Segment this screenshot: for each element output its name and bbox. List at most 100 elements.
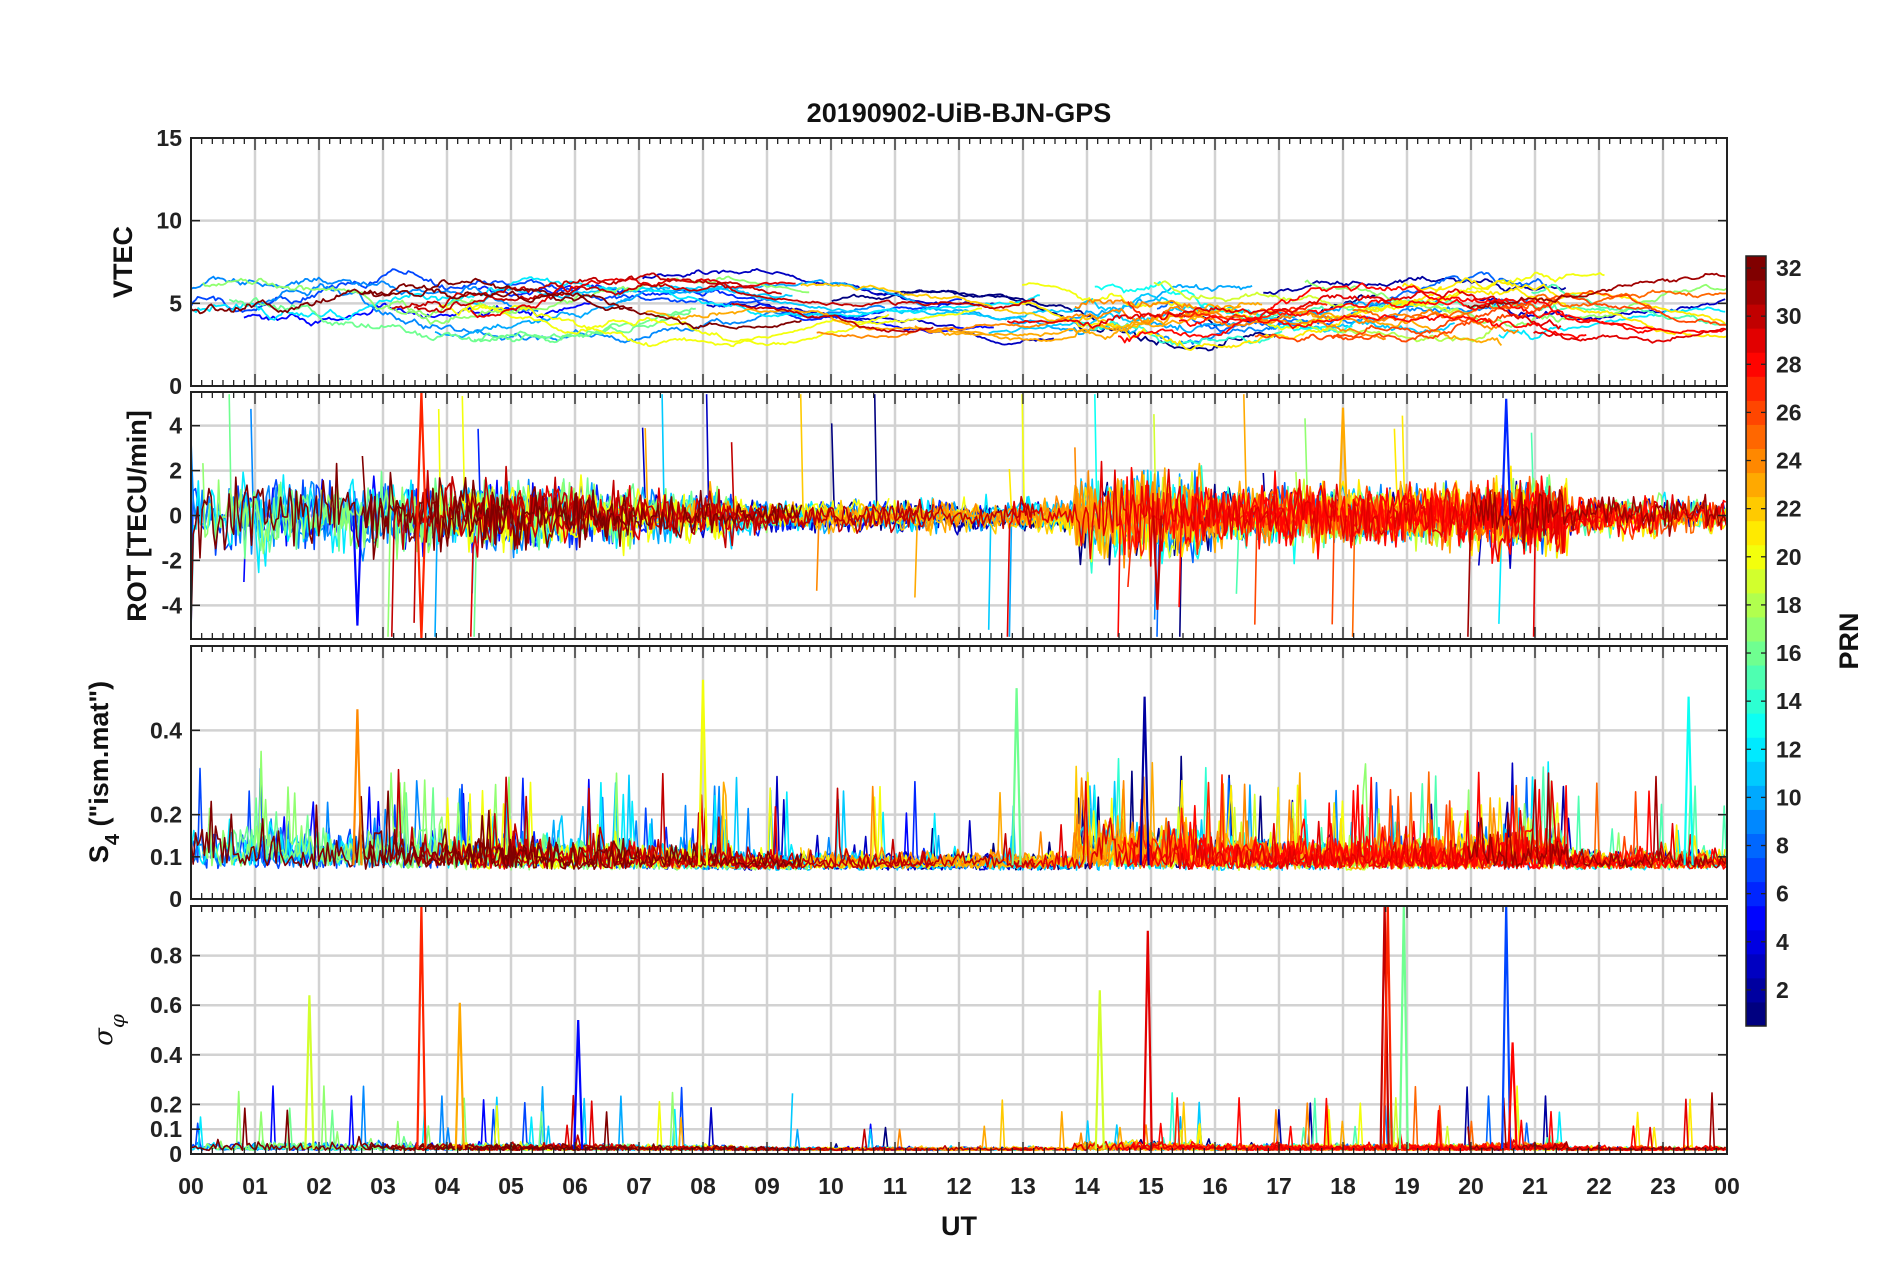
colorbar-tick-label: 10 <box>1776 784 1802 810</box>
series-line-prn-25 <box>1352 289 1727 322</box>
colorbar-label: PRN <box>1834 612 1864 669</box>
axis-vtec: 0 5 10 15 <box>156 125 1728 399</box>
series-line-prn-31 <box>1467 772 1727 869</box>
ylabel-sigphi-sub: φ <box>105 1014 129 1028</box>
x-tick-label: 06 <box>562 1173 588 1199</box>
ylabel-vtec: VTEC <box>108 226 138 298</box>
x-tick-label: 12 <box>946 1173 972 1199</box>
spike-s4-prn-13 <box>1683 696 1694 866</box>
series-line-prn-29 <box>1006 288 1562 330</box>
colorbar-tick-label: 2 <box>1776 977 1789 1003</box>
colorbar-tick-label: 20 <box>1776 544 1802 570</box>
y-tick-label-s4: 0.4 <box>150 717 182 743</box>
colorbar-cell <box>1746 881 1766 907</box>
series-line-prn-10 <box>434 298 630 339</box>
colorbar-tick-label: 4 <box>1776 929 1789 955</box>
colorbar-tick-label: 24 <box>1776 448 1802 474</box>
panel-rot: -4 -2 0 2 4 <box>162 391 1728 640</box>
x-tick-label: 09 <box>754 1173 780 1199</box>
series-line-prn-30 <box>391 272 782 310</box>
y-tick-label-rot: 4 <box>169 413 182 439</box>
spike-sigphi-prn-27 <box>416 906 427 1150</box>
colorbar-cell <box>1746 616 1766 642</box>
colorbar-cell <box>1746 689 1766 714</box>
y-tick-label-s4: 0.2 <box>150 802 182 828</box>
colorbar-tick-label: 6 <box>1776 881 1789 907</box>
colorbar-cell <box>1746 929 1766 955</box>
x-tick-label: 11 <box>883 1173 908 1199</box>
series-line-prn-29 <box>1533 327 1727 344</box>
series-line-prn-12 <box>1498 306 1726 341</box>
ylabel-s4: S4 ("ism.mat") <box>84 681 124 863</box>
y-tick-label-sigphi: 0.8 <box>150 943 182 969</box>
colorbar-tick-label: 14 <box>1776 688 1802 714</box>
colorbar-cell <box>1746 977 1766 1003</box>
series-line-prn-29 <box>1006 780 1562 870</box>
chart-title: 20190902-UiB-BJN-GPS <box>807 98 1112 128</box>
spike-sigphi-prn-5 <box>573 1020 584 1150</box>
grid-vtec <box>191 138 1727 386</box>
colorbar-cell <box>1746 809 1766 834</box>
x-tick-label: 22 <box>1586 1173 1612 1199</box>
spike-rot-prn-27 <box>416 515 427 639</box>
y-tick-label-rot: -2 <box>162 547 182 573</box>
axes-frame-vtec <box>190 137 1728 387</box>
colorbar-cell <box>1746 544 1766 570</box>
x-tick-label: 13 <box>1010 1173 1036 1199</box>
y-tick-label-sigphi: 0.2 <box>150 1091 182 1117</box>
series-line-prn-30 <box>730 838 934 870</box>
series-line-prn-32 <box>361 455 803 560</box>
y-tick-label-vtec: 5 <box>169 290 182 316</box>
series-lines-vtec <box>191 268 1727 352</box>
spike-s4-prn-20 <box>697 679 709 866</box>
series-line-prn-12 <box>446 276 1040 318</box>
colorbar-cell <box>1746 641 1766 666</box>
x-tick-label: 16 <box>1202 1173 1228 1199</box>
x-tick-label: 04 <box>434 1173 460 1199</box>
series-line-prn-32 <box>361 288 802 330</box>
series-line-prn-17 <box>387 275 810 325</box>
series-line-prn-2 <box>1263 275 1567 296</box>
spike-sigphi-prn-30 <box>1379 906 1390 1150</box>
colorbar-tick-label: 26 <box>1776 399 1802 425</box>
colorbar-cell <box>1746 256 1766 281</box>
colorbar-tick-label: 30 <box>1776 303 1802 329</box>
spike-s4-prn-16 <box>1011 688 1022 866</box>
panel-vtec: 0 5 10 15 <box>156 125 1728 399</box>
series-line-prn-26 <box>1331 788 1727 870</box>
spike-s4-prn-2 <box>1139 696 1150 866</box>
spike-sigphi-prn-29 <box>1142 930 1153 1150</box>
colorbar-cells <box>1746 256 1766 1027</box>
colorbar-tick-label: 8 <box>1776 833 1789 859</box>
series-line-prn-28 <box>1118 314 1587 344</box>
x-tick-label: 21 <box>1522 1173 1548 1199</box>
colorbar-cell <box>1746 785 1766 810</box>
series-line-prn-16 <box>228 297 692 343</box>
series-line-prn-32 <box>191 462 634 629</box>
y-tick-label-rot: 2 <box>169 458 182 484</box>
spike-rot-prn-5 <box>352 515 363 626</box>
panel-s4: 0 0.1 0.2 0.4 <box>150 645 1728 912</box>
series-line-prn-23 <box>644 304 1242 342</box>
y-tick-label-sigphi: 0.1 <box>150 1116 182 1142</box>
ylabel-rot: ROT [TECU/min] <box>122 410 152 621</box>
spike-sigphi-prn-7 <box>1501 906 1512 1150</box>
series-line-prn-29 <box>1533 822 1727 868</box>
x-tick-label: 23 <box>1650 1173 1676 1199</box>
spike-sigphi-prn-27 <box>1382 906 1393 1150</box>
y-tick-label-sigphi: 0.4 <box>150 1042 182 1068</box>
colorbar-cell <box>1746 953 1766 979</box>
series-line-prn-9 <box>191 275 539 313</box>
axes-frame-rot <box>190 391 1728 640</box>
spike-rot-prn-30 <box>1152 515 1163 610</box>
series-line-prn-20 <box>438 304 890 343</box>
spike-sigphi-prn-16 <box>1398 906 1409 1150</box>
colorbar-cell <box>1746 424 1766 449</box>
series-line-prn-1 <box>874 289 1097 322</box>
series-line-prn-31 <box>1467 489 1727 637</box>
spike-sigphi-prn-19 <box>1094 990 1105 1150</box>
colorbar-tick-label: 12 <box>1776 736 1802 762</box>
series-line-prn-1 <box>831 289 1276 352</box>
colorbar-cell <box>1746 448 1766 474</box>
